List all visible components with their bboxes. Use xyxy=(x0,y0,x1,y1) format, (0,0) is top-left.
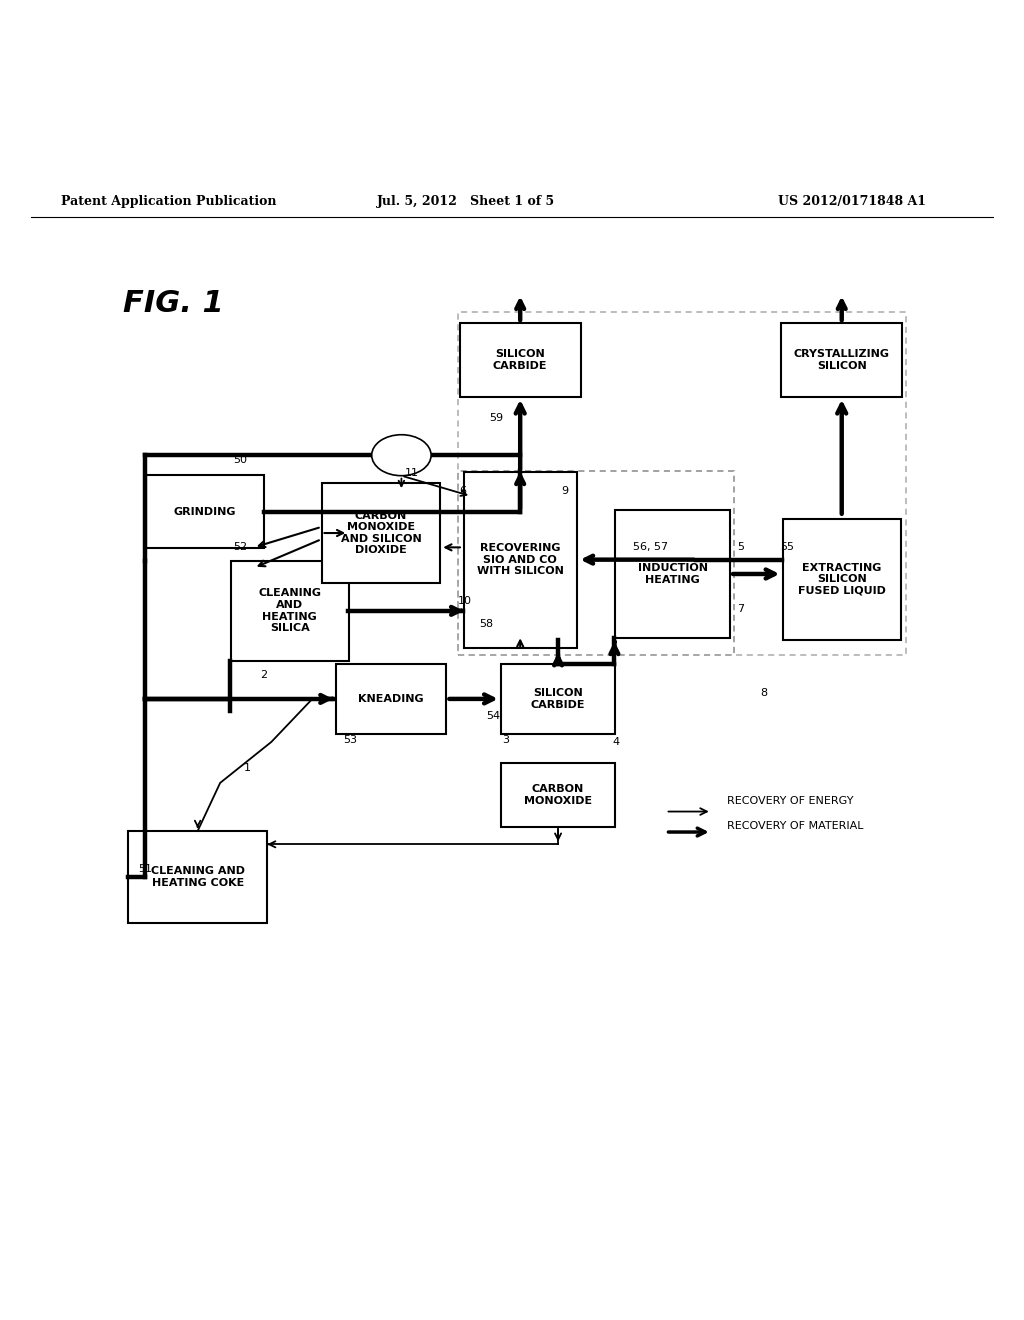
Text: 53: 53 xyxy=(343,735,357,744)
FancyArrowPatch shape xyxy=(325,529,343,536)
Text: 55: 55 xyxy=(780,543,795,552)
FancyArrowPatch shape xyxy=(555,830,561,840)
Bar xyxy=(128,832,267,923)
Bar xyxy=(458,470,734,655)
FancyArrowPatch shape xyxy=(195,821,201,826)
Text: GRINDING: GRINDING xyxy=(173,507,237,516)
FancyArrowPatch shape xyxy=(517,640,523,647)
Bar xyxy=(460,323,581,397)
FancyArrowPatch shape xyxy=(445,544,460,550)
Text: 58: 58 xyxy=(479,619,494,630)
Text: 3: 3 xyxy=(502,735,509,744)
Text: US 2012/0171848 A1: US 2012/0171848 A1 xyxy=(778,195,927,207)
Text: 1: 1 xyxy=(244,763,251,772)
Text: CLEANING
AND
HEATING
SILICA: CLEANING AND HEATING SILICA xyxy=(258,589,322,634)
Text: CARBON
MONOXIDE
AND SILICON
DIOXIDE: CARBON MONOXIDE AND SILICON DIOXIDE xyxy=(341,511,421,556)
Text: RECOVERING
SIO AND CO
WITH SILICON: RECOVERING SIO AND CO WITH SILICON xyxy=(477,543,563,577)
Text: FIG. 1: FIG. 1 xyxy=(123,289,223,318)
FancyArrowPatch shape xyxy=(516,405,524,469)
FancyArrowPatch shape xyxy=(610,642,618,653)
Text: 54: 54 xyxy=(486,711,501,721)
Text: 56, 57: 56, 57 xyxy=(633,543,668,552)
Text: 6: 6 xyxy=(459,486,466,496)
Text: 2: 2 xyxy=(260,671,267,680)
Text: EXTRACTING
SILICON
FUSED LIQUID: EXTRACTING SILICON FUSED LIQUID xyxy=(798,562,886,595)
Text: CRYSTALLIZING
SILICON: CRYSTALLIZING SILICON xyxy=(794,350,890,371)
FancyArrowPatch shape xyxy=(268,841,275,847)
FancyArrowPatch shape xyxy=(838,301,846,321)
Bar xyxy=(458,312,906,655)
FancyArrowPatch shape xyxy=(259,528,318,546)
Bar xyxy=(782,519,901,639)
Ellipse shape xyxy=(372,434,431,475)
Text: 50: 50 xyxy=(233,455,248,466)
Text: 8: 8 xyxy=(760,688,767,698)
Bar xyxy=(464,471,577,648)
Text: 52: 52 xyxy=(233,543,248,552)
Text: 4: 4 xyxy=(612,737,620,747)
FancyArrowPatch shape xyxy=(554,657,562,665)
FancyArrowPatch shape xyxy=(398,478,404,486)
Text: KNEADING: KNEADING xyxy=(358,694,424,704)
Bar xyxy=(146,475,264,548)
Text: 10: 10 xyxy=(458,595,472,606)
Text: 59: 59 xyxy=(489,413,504,424)
FancyArrowPatch shape xyxy=(404,477,467,496)
Text: INDUCTION
HEATING: INDUCTION HEATING xyxy=(638,564,708,585)
FancyArrowPatch shape xyxy=(452,607,462,615)
Text: CARBON
MONOXIDE: CARBON MONOXIDE xyxy=(524,784,592,807)
Text: SILICON
CARBIDE: SILICON CARBIDE xyxy=(493,350,548,371)
Text: Patent Application Publication: Patent Application Publication xyxy=(61,195,276,207)
Bar xyxy=(615,510,730,638)
Bar xyxy=(501,664,615,734)
Text: RECOVERY OF ENERGY: RECOVERY OF ENERGY xyxy=(727,796,854,807)
Bar xyxy=(781,323,902,397)
Text: SILICON
CARBIDE: SILICON CARBIDE xyxy=(530,688,586,710)
Text: CLEANING AND
HEATING COKE: CLEANING AND HEATING COKE xyxy=(151,866,245,888)
FancyArrowPatch shape xyxy=(259,540,319,566)
Text: 11: 11 xyxy=(404,467,419,478)
Bar xyxy=(230,561,348,661)
Bar xyxy=(501,763,615,826)
Text: Jul. 5, 2012   Sheet 1 of 5: Jul. 5, 2012 Sheet 1 of 5 xyxy=(377,195,555,207)
FancyArrowPatch shape xyxy=(321,696,333,702)
FancyArrowPatch shape xyxy=(733,569,774,578)
Text: RECOVERY OF MATERIAL: RECOVERY OF MATERIAL xyxy=(727,821,863,830)
FancyArrowPatch shape xyxy=(516,301,524,321)
Bar xyxy=(336,664,446,734)
FancyArrowPatch shape xyxy=(450,694,493,704)
Text: 9: 9 xyxy=(561,486,568,496)
FancyArrowPatch shape xyxy=(586,556,693,564)
FancyArrowPatch shape xyxy=(838,404,846,513)
Text: 51: 51 xyxy=(138,863,153,874)
Text: 7: 7 xyxy=(737,603,744,614)
FancyArrowPatch shape xyxy=(516,477,524,508)
Bar xyxy=(322,483,440,583)
Text: 5: 5 xyxy=(737,543,744,552)
